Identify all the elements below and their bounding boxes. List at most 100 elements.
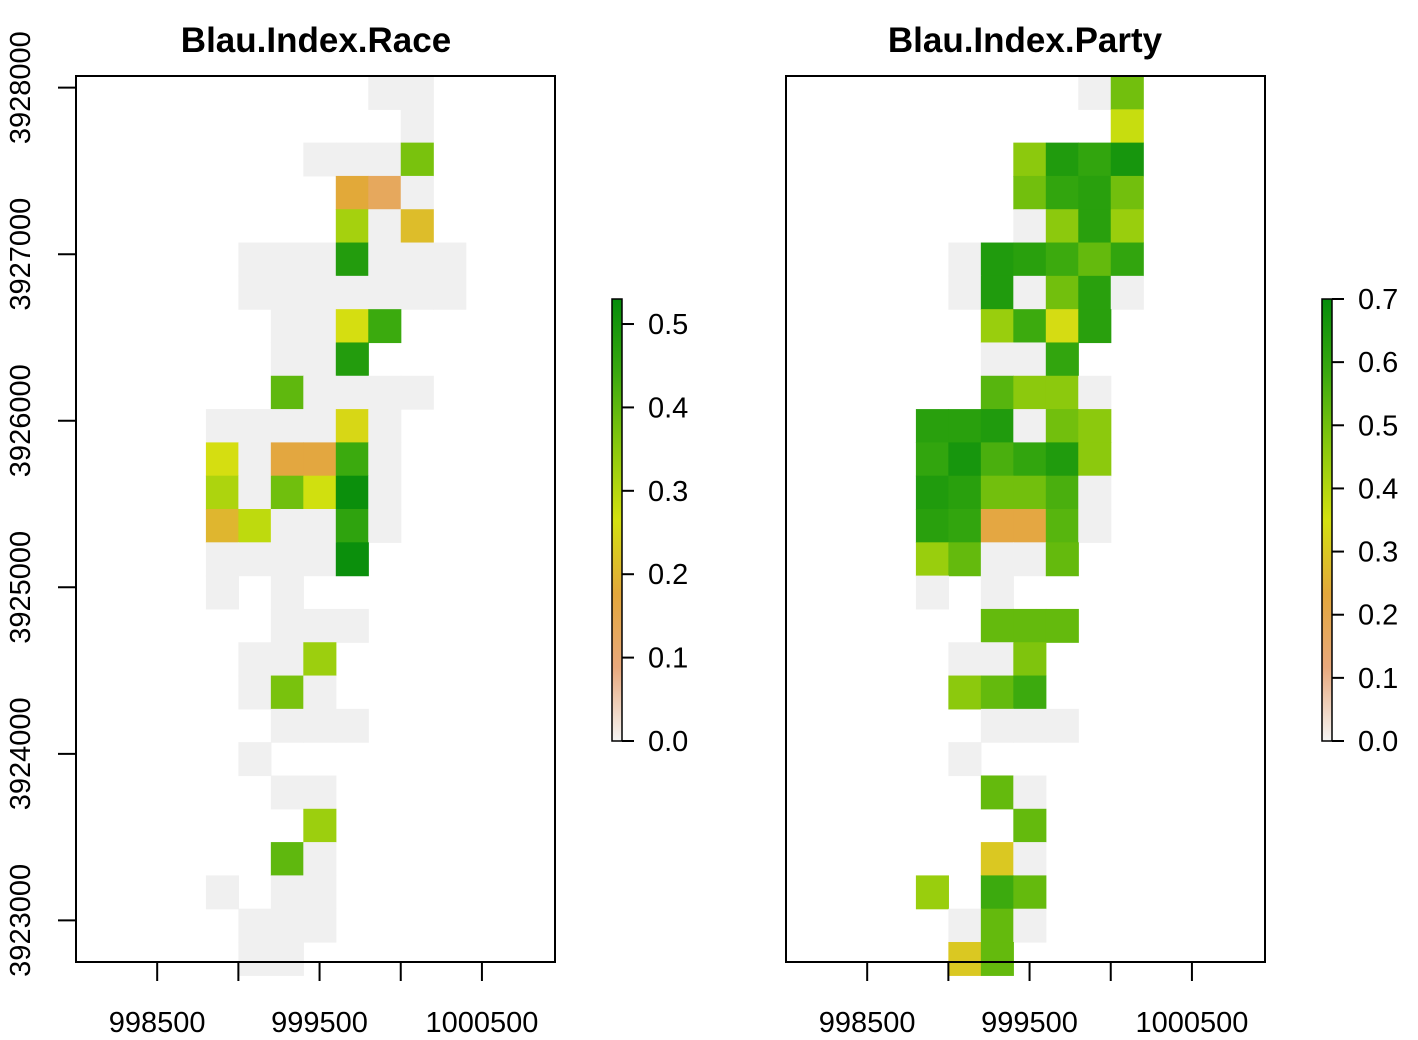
heatmap-cell [270, 708, 304, 743]
heatmap-cell [335, 509, 369, 543]
heatmap-cell [980, 942, 1014, 976]
colorbar-tick-label: 0.5 [648, 309, 688, 341]
heatmap-cell [303, 842, 337, 876]
heatmap-cell [400, 109, 434, 144]
colorbar-tick-label: 0.4 [648, 392, 688, 424]
colorbar [1321, 298, 1344, 742]
heatmap-cell [303, 342, 337, 377]
heatmap-cell [1013, 375, 1047, 410]
heatmap-cell [433, 242, 467, 277]
heatmap-cell [1013, 675, 1047, 710]
heatmap-cell [303, 642, 337, 677]
cells [915, 76, 1144, 976]
heatmap-cell [980, 342, 1014, 377]
heatmap-cell [1078, 175, 1112, 210]
heatmap-cell [270, 608, 304, 643]
heatmap-cell [400, 142, 434, 177]
heatmap-cell [303, 708, 337, 743]
heatmap-cell [1045, 142, 1079, 177]
x-tick-label: 999500 [981, 1007, 1078, 1039]
heatmap-cell [205, 575, 239, 610]
heatmap-cell [270, 942, 304, 976]
heatmap-cell [980, 642, 1014, 677]
heatmap-cell [980, 542, 1014, 577]
heatmap-cell [1078, 242, 1112, 277]
x-tick-label: 999500 [271, 1007, 368, 1039]
heatmap-cell [1013, 642, 1047, 677]
heatmap-cell [238, 542, 272, 577]
heatmap-cell [1013, 209, 1047, 244]
heatmap-cell [270, 675, 304, 710]
heatmap-cell [270, 775, 304, 810]
heatmap-cell [303, 542, 337, 577]
heatmap-cell [1045, 475, 1079, 510]
heatmap-cell [1110, 242, 1144, 277]
heatmap-cell [303, 875, 337, 910]
plot-frame [785, 75, 1266, 963]
heatmap-cell [980, 608, 1014, 643]
heatmap-cell [400, 209, 434, 244]
heatmap-cell [915, 575, 949, 610]
heatmap-cell [1110, 142, 1144, 177]
chart-title: Blau.Index.Race [181, 21, 451, 60]
heatmap-cell [368, 175, 402, 210]
heatmap-cell [948, 542, 982, 577]
heatmap-cell [1110, 109, 1144, 144]
heatmap-cell [303, 775, 337, 810]
heatmap-cell [948, 509, 982, 543]
heatmap-cell [1078, 409, 1112, 443]
heatmap-cell [980, 375, 1014, 410]
heatmap-cell [270, 842, 304, 876]
heatmap-cell [303, 242, 337, 277]
heatmap-cell [1013, 509, 1047, 543]
heatmap-cell [980, 775, 1014, 810]
heatmap-cell [915, 542, 949, 577]
heatmap-cell [205, 442, 239, 477]
heatmap-cell [303, 375, 337, 410]
heatmap-cell [1110, 76, 1144, 110]
heatmap-cell [303, 142, 337, 177]
heatmap-cell [400, 275, 434, 310]
heatmap-cell [980, 442, 1014, 477]
heatmap-cell [205, 509, 239, 543]
heatmap-cell [980, 275, 1014, 310]
heatmap-cell [303, 675, 337, 710]
x-tick-label: 998500 [109, 1007, 206, 1039]
heatmap-cell [1078, 142, 1112, 177]
heatmap-cell [1013, 475, 1047, 510]
heatmap-cell [270, 442, 304, 477]
heatmap-cell [270, 875, 304, 910]
heatmap-cell [1045, 242, 1079, 277]
heatmap-cell [1013, 275, 1047, 310]
heatmap-cell [915, 475, 949, 510]
heatmap-cell [335, 375, 369, 410]
heatmap-cell [368, 409, 402, 443]
heatmap-cell [335, 542, 369, 577]
heatmap-cell [1013, 608, 1047, 643]
heatmap-cell [270, 242, 304, 277]
heatmap-cell [1045, 708, 1079, 743]
heatmap-cell [980, 309, 1014, 344]
colorbar-tick-label: 0.5 [1358, 410, 1398, 442]
heatmap-cell [270, 342, 304, 377]
heatmap-cell [1013, 708, 1047, 743]
y-axis-labels: 3923000 3924000 3925000 3926000 3927000 … [5, 31, 37, 977]
colorbar-tick-label: 0.0 [1358, 726, 1398, 758]
y-axis [58, 86, 77, 922]
heatmap-cell [368, 142, 402, 177]
colorbar-tick-label: 0.1 [1358, 663, 1398, 695]
heatmap-cell [270, 409, 304, 443]
heatmap-cell [270, 908, 304, 943]
heatmap-cell [1045, 608, 1079, 643]
heatmap-cell [948, 242, 982, 277]
heatmap-cell [1013, 775, 1047, 810]
heatmap-cell [335, 275, 369, 310]
heatmap-cell [1013, 875, 1047, 910]
colorbar-tick-label: 0.7 [1358, 284, 1398, 316]
heatmap-cell [400, 76, 434, 110]
heatmap-cell [1110, 175, 1144, 210]
heatmap-cell [1045, 442, 1079, 477]
heatmap-cell [1045, 175, 1079, 210]
y-tick-label: 3923000 [5, 864, 37, 977]
heatmap-cell [303, 442, 337, 477]
